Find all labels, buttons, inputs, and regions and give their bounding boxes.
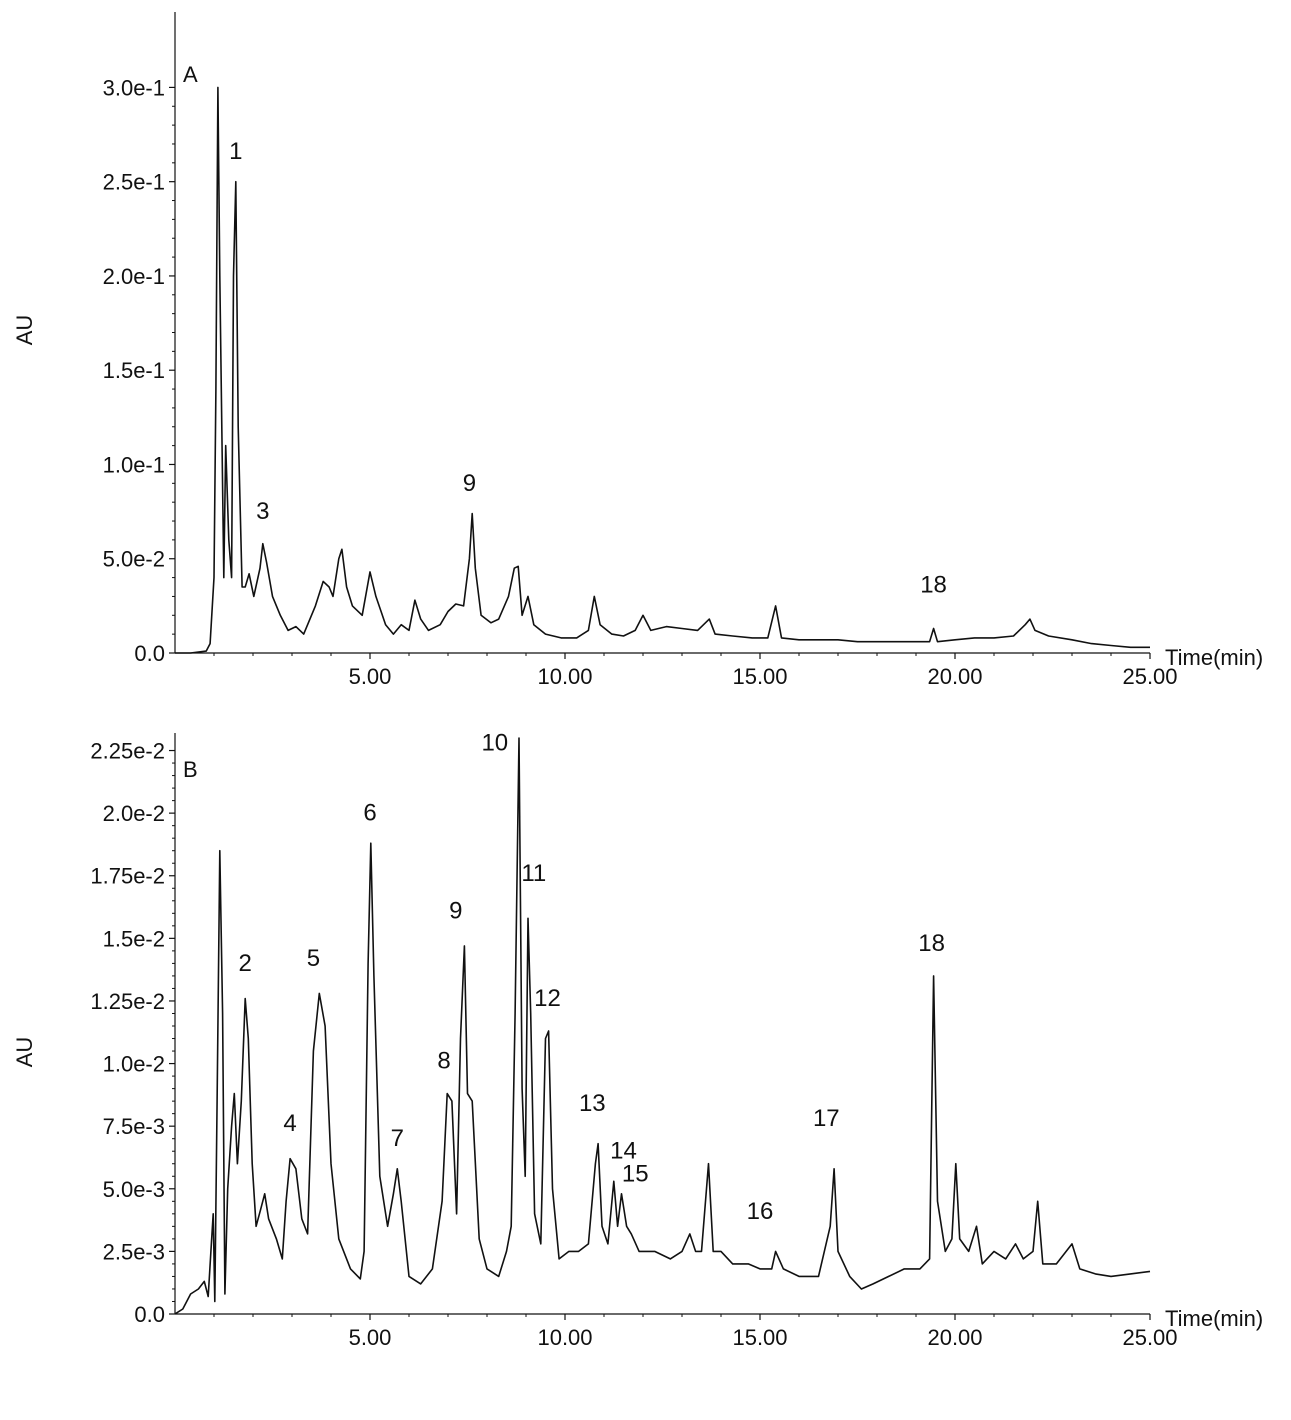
x-tick-label: 5.00 <box>349 1325 392 1350</box>
x-axis-title: Time(min) <box>1165 1306 1263 1331</box>
y-tick-label: 2.25e-2 <box>90 739 165 764</box>
x-tick-label: 25.00 <box>1122 664 1177 689</box>
chromatogram-trace <box>175 86 1150 654</box>
y-tick-label: 0.0 <box>134 1302 165 1327</box>
peak-label: 9 <box>449 897 462 924</box>
y-tick-label: 0.0 <box>134 641 165 666</box>
y-tick-label: 1.0e-1 <box>103 452 165 477</box>
y-tick-label: 3.0e-1 <box>103 75 165 100</box>
chromatogram-trace <box>175 737 1151 1315</box>
peak-label: 6 <box>363 800 376 827</box>
chart-panel-b: 0.0 2.5e-3 5.0e-3 7.5e-3 1.0e-2 1.25e-2 1.5e-2… <box>12 730 1263 1350</box>
peak-label: 13 <box>579 1090 606 1117</box>
peak-label: 18 <box>920 572 947 599</box>
peak-label: 8 <box>437 1048 450 1075</box>
peak-label: 17 <box>813 1105 840 1132</box>
panel-label: A <box>183 62 198 87</box>
y-tick-label: 1.5e-2 <box>103 926 165 951</box>
x-tick-label: 20.00 <box>927 664 982 689</box>
y-tick-label: 5.0e-3 <box>103 1177 165 1202</box>
x-tick-label: 20.00 <box>927 1325 982 1350</box>
peak-label: 10 <box>481 730 508 757</box>
peak-label: 2 <box>239 950 252 977</box>
y-tick-label: 2.5e-1 <box>103 170 165 195</box>
x-tick-label: 15.00 <box>732 664 787 689</box>
x-tick-label: 10.00 <box>537 664 592 689</box>
y-tick-label: 1.25e-2 <box>90 989 165 1014</box>
y-tick-label: 2.0e-1 <box>103 264 165 289</box>
peak-label: 18 <box>918 930 945 957</box>
chart-panel-a: 0.0 5.0e-2 1.0e-1 1.5e-1 2.0e-1 2.5e-1 3.0e-1 5… <box>12 12 1263 689</box>
peak-label: 7 <box>391 1125 404 1152</box>
peak-label: 1 <box>229 138 242 165</box>
x-tick-label: 25.00 <box>1122 1325 1177 1350</box>
x-tick-label: 5.00 <box>349 664 392 689</box>
peak-label: 5 <box>307 945 320 972</box>
y-axis-title: AU <box>12 1037 37 1068</box>
peak-label: 9 <box>463 470 476 497</box>
peak-label: 11 <box>521 860 546 887</box>
peak-label: 3 <box>256 498 269 525</box>
x-tick-label: 10.00 <box>537 1325 592 1350</box>
y-tick-label: 2.0e-2 <box>103 801 165 826</box>
peak-label: 16 <box>747 1198 774 1225</box>
y-tick-label: 5.0e-2 <box>103 547 165 572</box>
y-tick-label: 1.0e-2 <box>103 1052 165 1077</box>
y-tick-label: 1.75e-2 <box>90 864 165 889</box>
peak-label: 14 <box>610 1138 637 1165</box>
peak-label: 12 <box>534 985 561 1012</box>
y-tick-label: 7.5e-3 <box>103 1114 165 1139</box>
y-tick-label: 1.5e-1 <box>103 358 165 383</box>
x-tick-label: 15.00 <box>732 1325 787 1350</box>
peak-label: 15 <box>622 1160 649 1187</box>
peak-label: 4 <box>283 1110 296 1137</box>
y-tick-label: 2.5e-3 <box>103 1239 165 1264</box>
y-axis-title: AU <box>12 315 37 346</box>
panel-label: B <box>183 757 198 782</box>
x-axis-title: Time(min) <box>1165 645 1263 670</box>
